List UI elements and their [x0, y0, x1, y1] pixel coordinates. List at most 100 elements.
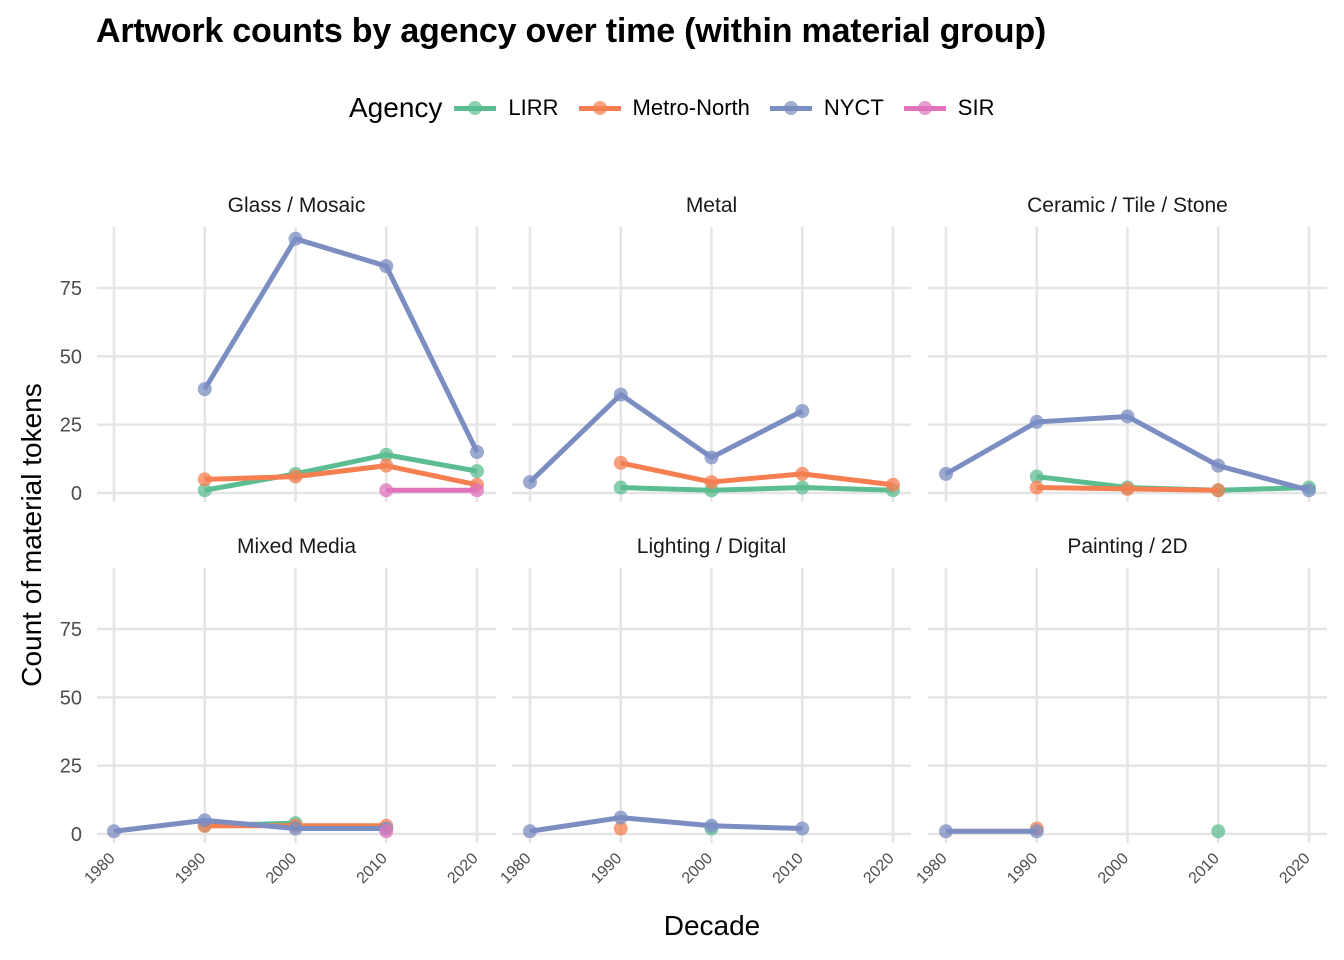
facet-title: Painting / 2D [1067, 535, 1187, 558]
legend-label: SIR [957, 95, 995, 120]
data-point-metro-north [704, 475, 719, 490]
data-point-lirr [1029, 469, 1044, 484]
data-point-nyct [1211, 458, 1226, 473]
chart-title: Artwork counts by agency over time (with… [96, 12, 1047, 50]
facet-panel: Metal [512, 194, 911, 502]
y-tick-label: 50 [60, 687, 82, 709]
data-point-metro-north [1211, 483, 1226, 498]
data-point-metro-north [795, 466, 810, 481]
data-point-nyct [288, 231, 303, 246]
x-axis-title: Decade [663, 910, 761, 941]
data-point-nyct [939, 466, 953, 481]
x-tick-label: 1990 [172, 850, 209, 887]
data-point-nyct [197, 813, 212, 828]
x-tick-label: 2020 [1276, 850, 1313, 887]
data-point-nyct [1120, 409, 1135, 424]
data-point-metro-north [197, 472, 212, 487]
data-point-metro-north [1029, 480, 1044, 495]
facet-panel: Mixed Media 0 25 50 75 1980 1990 2000 2010 2020 [60, 535, 496, 887]
series-line-lirr [620, 485, 894, 493]
data-point-sir [379, 824, 394, 839]
series-line-nyct [202, 236, 480, 454]
data-point-lirr [795, 480, 810, 495]
data-point-nyct [288, 821, 303, 836]
data-point-metro-north [379, 458, 394, 473]
y-tick-label: 75 [60, 278, 82, 300]
data-point-nyct [795, 404, 810, 418]
data-point-nyct [613, 387, 628, 402]
x-tick-label: 2010 [770, 850, 807, 887]
y-tick-label: 0 [71, 483, 82, 505]
series-line-metro-north [204, 463, 478, 488]
legend-key-icon [454, 98, 497, 118]
facet-panel: Painting / 2D 1980 1990 2000 2010 2020 [913, 535, 1327, 887]
x-tick-label: 2010 [354, 850, 391, 887]
legend-item-sir: SIR [903, 95, 995, 121]
data-point-nyct [704, 818, 719, 833]
x-tick-label: 2020 [444, 850, 481, 887]
data-point-nyct [379, 259, 394, 274]
legend-title: Agency [349, 92, 443, 123]
data-point-metro-north [288, 469, 303, 484]
x-tick-label: 2020 [860, 850, 897, 887]
y-tick-label: 75 [60, 619, 82, 641]
data-point-lirr [379, 447, 394, 462]
data-point-nyct [470, 445, 484, 459]
legend-item-metro-north: Metro-North [578, 95, 750, 121]
facet-title: Lighting / Digital [637, 535, 786, 558]
data-point-lirr [470, 464, 484, 479]
data-point-lirr [1211, 824, 1226, 839]
x-tick-label: 2000 [263, 850, 300, 887]
data-point-lirr [613, 480, 628, 495]
x-tick-label: 2000 [1095, 850, 1132, 887]
data-point-metro-north [613, 455, 628, 470]
series-line-nyct [113, 817, 387, 834]
facet-panel: Glass / Mosaic 0 25 50 75 [60, 194, 496, 505]
x-tick-label: 1990 [588, 850, 625, 887]
legend-item-nyct: NYCT [769, 95, 884, 121]
data-point-nyct [1302, 483, 1316, 498]
series-line-nyct [529, 815, 803, 834]
data-point-nyct [107, 824, 121, 839]
facet-panel: Lighting / Digital 1980 1990 2000 2010 2020 [497, 535, 911, 887]
data-point-sir [379, 483, 394, 498]
data-point-metro-north [1120, 481, 1135, 496]
data-point-lirr [197, 483, 212, 498]
data-point-metro-north [886, 477, 900, 492]
y-axis-title: Count of material tokens [16, 383, 47, 687]
facet-title: Ceramic / Tile / Stone [1027, 194, 1228, 217]
data-point-nyct [704, 450, 719, 465]
data-point-nyct [613, 810, 628, 825]
y-tick-label: 25 [60, 415, 82, 437]
series-line-nyct [528, 392, 804, 484]
facet-title: Metal [686, 194, 737, 217]
y-tick-label: 25 [60, 756, 82, 778]
legend-key-icon [769, 98, 812, 118]
y-tick-label: 50 [60, 346, 82, 368]
y-tick-label: 0 [71, 824, 82, 846]
legend-label: LIRR [508, 95, 559, 120]
data-point-sir [470, 483, 484, 498]
legend-key-icon [903, 98, 946, 118]
data-point-nyct [523, 824, 537, 839]
legend-label: Metro-North [632, 95, 750, 120]
data-point-nyct [197, 382, 212, 397]
data-point-nyct [939, 824, 953, 839]
series-line-metro-north [620, 460, 894, 488]
facet-title: Glass / Mosaic [228, 194, 366, 217]
legend-key-icon [578, 98, 621, 118]
legend: Agency LIRR Metro-North NYCT SIR [349, 88, 1014, 128]
data-point-metro-north [613, 821, 628, 836]
x-tick-label: 1980 [497, 850, 534, 887]
x-tick-label: 2000 [679, 850, 716, 887]
x-tick-label: 2010 [1186, 850, 1223, 887]
data-point-nyct [1029, 824, 1044, 839]
x-tick-label: 1980 [913, 850, 950, 887]
data-point-nyct [1029, 414, 1044, 429]
facet-panel: Ceramic / Tile / Stone [928, 194, 1327, 502]
x-tick-label: 1980 [81, 850, 118, 887]
data-point-nyct [523, 475, 537, 490]
facet-title: Mixed Media [237, 535, 356, 558]
x-tick-label: 1990 [1004, 850, 1041, 887]
